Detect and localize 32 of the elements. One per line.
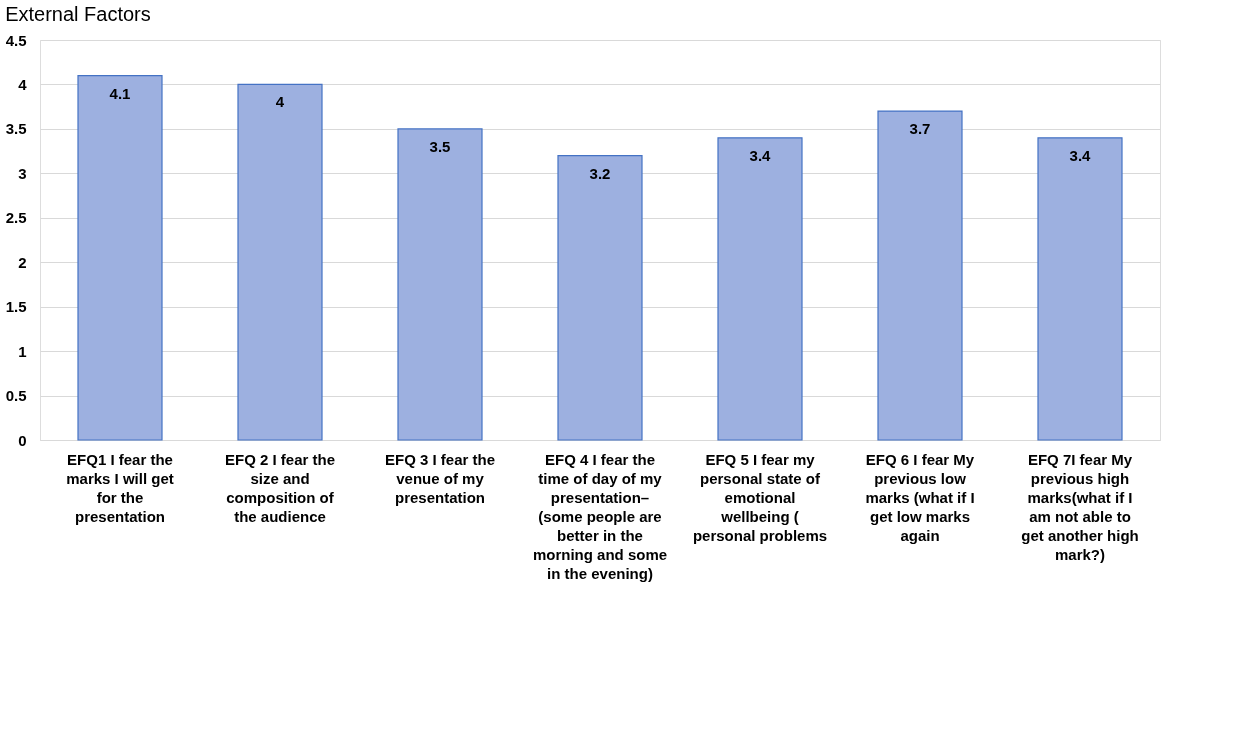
data-label: 3.4 [749,146,772,164]
bar [557,154,643,441]
data-label: 3.5 [429,137,451,155]
x-tick-label: EFQ 5 I fear my personal state of emotional wellbeing ( personal problems [692,450,828,544]
y-tick-label: 3.5 [5,120,27,138]
bar [877,110,963,441]
chart-title: External Factors [5,3,151,25]
x-tick-label: EFQ 2 I fear the size and composition of the audience [224,450,336,525]
y-tick-label: 1.5 [5,298,27,316]
data-label: 3.2 [589,164,611,182]
bar [397,128,483,441]
x-tick-label: EFQ1 I fear the marks I will get for the presentation [66,450,174,525]
y-tick-label: 4.5 [5,31,27,49]
data-label: 3.7 [909,120,931,138]
x-tick-label: EFQ 4 I fear the time of day of my presentation– (some people are better in the morning and some in the evening) [532,450,668,582]
bar [717,137,803,441]
y-tick-label: 3 [18,164,27,182]
x-tick-label: EFQ 6 I fear My previous low marks (what if I get low marks again [865,450,975,544]
x-tick-label: EFQ 7I fear My previous high marks(what if I am not able to get another high mark?) [1021,450,1139,563]
x-tick-label: EFQ 3 I fear the venue of my presentation [384,450,496,506]
data-label: 3.4 [1069,146,1092,164]
data-label: 4.1 [109,84,131,102]
bar [77,74,163,441]
bar [1037,137,1123,441]
y-tick-label: 2 [18,253,27,271]
y-tick-label: 0.5 [5,387,27,405]
data-label: 4 [275,93,285,111]
y-tick-label: 0 [18,431,27,449]
y-tick-label: 4 [18,75,28,93]
y-tick-label: 2.5 [5,209,27,227]
y-tick-label: 1 [18,342,27,360]
bar [237,83,323,441]
